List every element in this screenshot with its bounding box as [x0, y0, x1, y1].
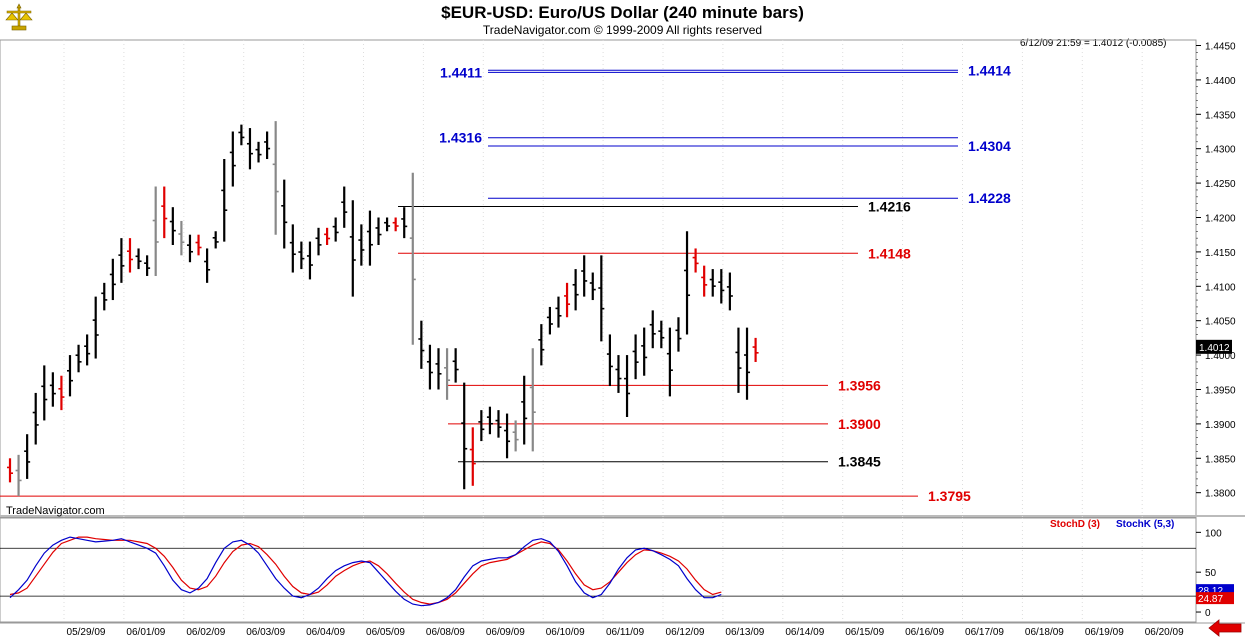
level-label: 1.3845: [838, 454, 881, 470]
stoch-tick-label: 100: [1205, 528, 1222, 539]
stochd-line: [9, 536, 722, 605]
level-label: 1.4228: [968, 190, 1011, 206]
stochk-value-label: 28.12: [1198, 586, 1223, 597]
x-tick-label: 06/05/09: [366, 627, 405, 638]
x-tick-label: 06/14/09: [785, 627, 824, 638]
price-tick-label: 1.4300: [1205, 145, 1236, 156]
level-label: 1.3900: [838, 416, 881, 432]
stoch-tick-label: 50: [1205, 568, 1217, 579]
stochd-value-label: 24.87: [1198, 594, 1223, 605]
chart-title: $EUR-USD: Euro/US Dollar (240 minute bar…: [441, 3, 804, 22]
level-label: 1.4216: [868, 198, 911, 214]
price-tick-label: 1.3950: [1205, 385, 1236, 396]
stoch-tick-label: 0: [1205, 608, 1211, 619]
x-tick-label: 05/29/09: [67, 627, 106, 638]
red-left-arrow-icon[interactable]: [1208, 619, 1242, 637]
copyright-subtitle: TradeNavigator.com © 1999-2009 All right…: [482, 23, 763, 37]
price-tick-label: 1.4200: [1205, 213, 1236, 224]
last-price-label: 1.4012: [1199, 343, 1230, 354]
price-panel-frame: [0, 39, 1197, 518]
x-tick-label: 06/16/09: [905, 627, 944, 638]
x-tick-label: 06/09/09: [486, 627, 525, 638]
x-tick-label: 06/02/09: [186, 627, 225, 638]
level-label: 1.4414: [968, 62, 1011, 78]
price-tick-label: 1.4050: [1205, 317, 1236, 328]
brand-label: TradeNavigator.com: [6, 505, 105, 517]
last-quote: 6/12/09 21:59 = 1.4012 (-0.0085): [1020, 38, 1167, 49]
stochk-line: [9, 536, 722, 607]
level-label: 1.4148: [868, 245, 911, 261]
x-tick-label: 06/18/09: [1025, 627, 1064, 638]
x-tick-label: 06/08/09: [426, 627, 465, 638]
last-price-box: [1196, 339, 1232, 354]
x-tick-label: 06/19/09: [1085, 627, 1124, 638]
scale-logo-icon: [5, 3, 33, 31]
x-tick-label: 06/01/09: [126, 627, 165, 638]
price-tick-label: 1.4000: [1205, 351, 1236, 362]
price-tick-label: 1.4400: [1205, 76, 1236, 87]
price-tick-label: 1.4100: [1205, 282, 1236, 293]
x-tick-label: 06/13/09: [725, 627, 764, 638]
level-label: 1.3956: [838, 377, 881, 393]
price-tick-label: 1.4350: [1205, 110, 1236, 121]
stoch-panel-frame: [0, 517, 1197, 623]
level-label: 1.4316: [439, 130, 482, 146]
level-label: 1.3795: [928, 488, 971, 504]
price-tick-label: 1.4150: [1205, 248, 1236, 259]
level-label: 1.4304: [968, 138, 1011, 154]
level-label: 1.4411: [440, 64, 482, 80]
price-tick-label: 1.3850: [1205, 454, 1236, 465]
x-tick-label: 06/12/09: [666, 627, 705, 638]
legend-stochk: StochK (5,3): [1116, 519, 1175, 530]
x-tick-label: 06/15/09: [845, 627, 884, 638]
stochd-value-box: [1196, 592, 1234, 605]
x-tick-label: 06/10/09: [546, 627, 585, 638]
legend-stochd: StochD (3): [1050, 519, 1100, 530]
x-tick-label: 06/03/09: [246, 627, 285, 638]
x-tick-label: 06/17/09: [965, 627, 1004, 638]
x-tick-label: 06/20/09: [1145, 627, 1184, 638]
price-tick-label: 1.3900: [1205, 420, 1236, 431]
price-tick-label: 1.3800: [1205, 489, 1236, 500]
x-tick-label: 06/04/09: [306, 627, 345, 638]
price-tick-label: 1.4450: [1205, 42, 1236, 53]
x-tick-label: 06/11/09: [606, 627, 645, 638]
price-tick-label: 1.4250: [1205, 179, 1236, 190]
